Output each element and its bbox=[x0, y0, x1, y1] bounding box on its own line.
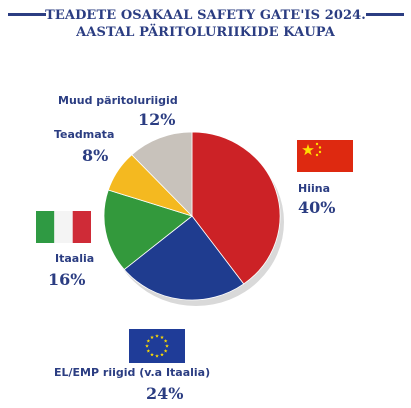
eu-star bbox=[160, 352, 164, 357]
label-other: Muud päritoluriigid bbox=[58, 94, 178, 107]
title-line-1: TEADETE OSAKAAL SAFETY GATE'IS 2024. bbox=[45, 8, 366, 23]
chart-title: TEADETE OSAKAAL SAFETY GATE'IS 2024. AAS… bbox=[0, 0, 411, 41]
eu-star bbox=[160, 335, 164, 339]
eu-flag bbox=[129, 329, 185, 363]
eu-star bbox=[155, 354, 159, 358]
title-rule-left bbox=[8, 13, 46, 16]
title-rule-right bbox=[366, 13, 404, 16]
label-italy: Itaalia bbox=[55, 252, 95, 265]
eu-star bbox=[146, 339, 151, 343]
label-unknown: Teadmata bbox=[54, 128, 115, 141]
label-eu: EL/EMP riigid (v.a Itaalia) bbox=[54, 366, 211, 379]
eu-star bbox=[150, 335, 154, 339]
eu-star bbox=[163, 339, 168, 343]
eu-star bbox=[146, 349, 151, 353]
eu-star bbox=[163, 349, 168, 353]
value-italy: 16% bbox=[48, 270, 86, 289]
slice-other bbox=[131, 131, 193, 217]
china-flag bbox=[297, 140, 353, 172]
slice-italy bbox=[103, 189, 193, 271]
value-eu: 24% bbox=[146, 384, 184, 403]
eu-star bbox=[165, 344, 169, 348]
italy-flag bbox=[36, 211, 91, 243]
slice-eu bbox=[123, 215, 245, 301]
eu-star bbox=[150, 352, 154, 357]
value-other: 12% bbox=[138, 110, 176, 129]
label-china: Hiina bbox=[298, 182, 331, 195]
value-china: 40% bbox=[298, 198, 336, 217]
slice-china bbox=[191, 131, 281, 285]
china-flag-big-star bbox=[302, 144, 314, 156]
title-line-2: AASTAL PÄRITOLURIIKIDE KAUPA bbox=[76, 25, 335, 40]
eu-star bbox=[155, 334, 159, 338]
eu-star bbox=[145, 344, 149, 348]
value-unknown: 8% bbox=[82, 146, 109, 165]
